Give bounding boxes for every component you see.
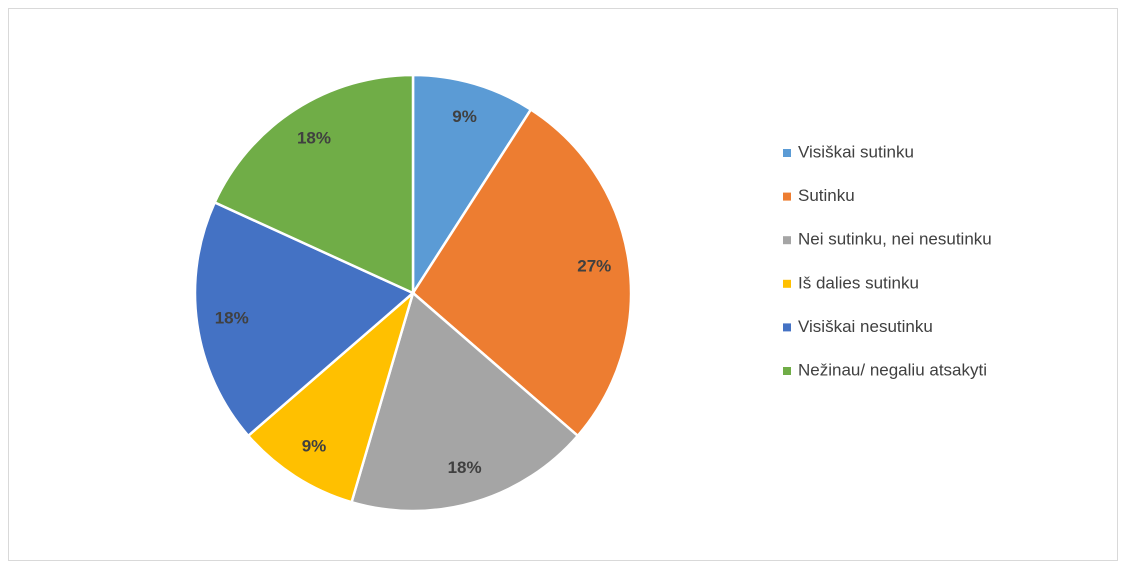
legend-label: Nei sutinku, nei nesutinku (798, 230, 992, 249)
legend-swatch (783, 367, 791, 375)
pie-slice (350, 290, 580, 513)
data-label: 18% (215, 309, 249, 328)
legend-swatch (783, 192, 791, 201)
legend-label: Visiškai nesutinku (798, 317, 933, 336)
legend-swatch (783, 236, 791, 245)
legend-label: Iš dalies sutinku (798, 273, 919, 292)
data-label: 27% (577, 256, 611, 275)
legend-swatch (783, 149, 791, 157)
legend-swatch (783, 323, 791, 332)
legend-label: Visiškai sutinku (798, 142, 914, 161)
data-label: 9% (302, 437, 327, 456)
legend-label: Sutinku (798, 186, 855, 205)
pie-slice (411, 107, 633, 438)
pie-slice (193, 200, 416, 438)
data-label: 18% (297, 128, 331, 147)
pie-slice (411, 73, 533, 298)
pie-slice (246, 289, 416, 504)
data-label: 9% (452, 107, 477, 126)
legend-swatch (783, 279, 791, 288)
legend-label: Nežinau/ negaliu atsakyti (798, 360, 987, 379)
pie-slice (213, 73, 415, 295)
data-label: 18% (448, 458, 482, 477)
